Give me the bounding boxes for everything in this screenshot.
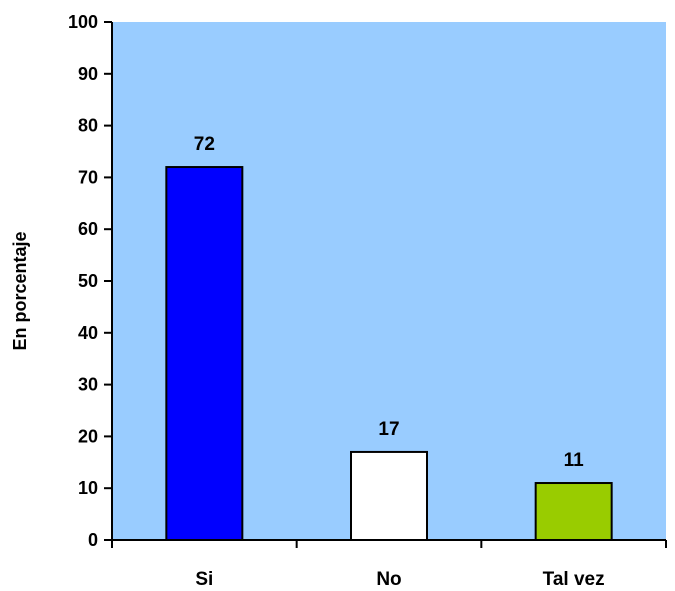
y-tick-label: 0 <box>88 530 98 550</box>
y-tick-label: 90 <box>78 64 98 84</box>
bars-group <box>165 166 613 541</box>
bar-tal-vez <box>534 482 613 541</box>
data-label: 11 <box>564 450 585 471</box>
y-tick-label: 50 <box>78 271 98 291</box>
y-tick-label: 70 <box>78 167 98 187</box>
y-tick-label: 80 <box>78 116 98 136</box>
y-tick-label: 30 <box>78 375 98 395</box>
y-tick-label: 100 <box>68 12 98 32</box>
bar-no <box>350 450 428 541</box>
y-tick-label: 10 <box>78 478 98 498</box>
y-axis-title: En porcentaje <box>10 231 30 350</box>
data-label: 72 <box>194 134 215 155</box>
y-tick-label: 40 <box>78 323 98 343</box>
x-category-label: Tal vez <box>543 569 605 590</box>
bar-si <box>165 166 244 541</box>
y-tick-label: 60 <box>78 219 98 239</box>
x-axis-labels: Si No Tal vez <box>195 569 604 590</box>
data-label: 17 <box>378 419 399 440</box>
x-axis-ticks <box>111 540 667 548</box>
data-labels-group: 72 17 11 <box>194 134 584 471</box>
y-tick-label: 20 <box>78 426 98 446</box>
y-axis-ticks: 0 10 20 30 40 50 60 70 80 90 100 <box>68 12 112 550</box>
x-category-label: No <box>376 569 401 590</box>
x-category-label: Si <box>195 569 213 590</box>
